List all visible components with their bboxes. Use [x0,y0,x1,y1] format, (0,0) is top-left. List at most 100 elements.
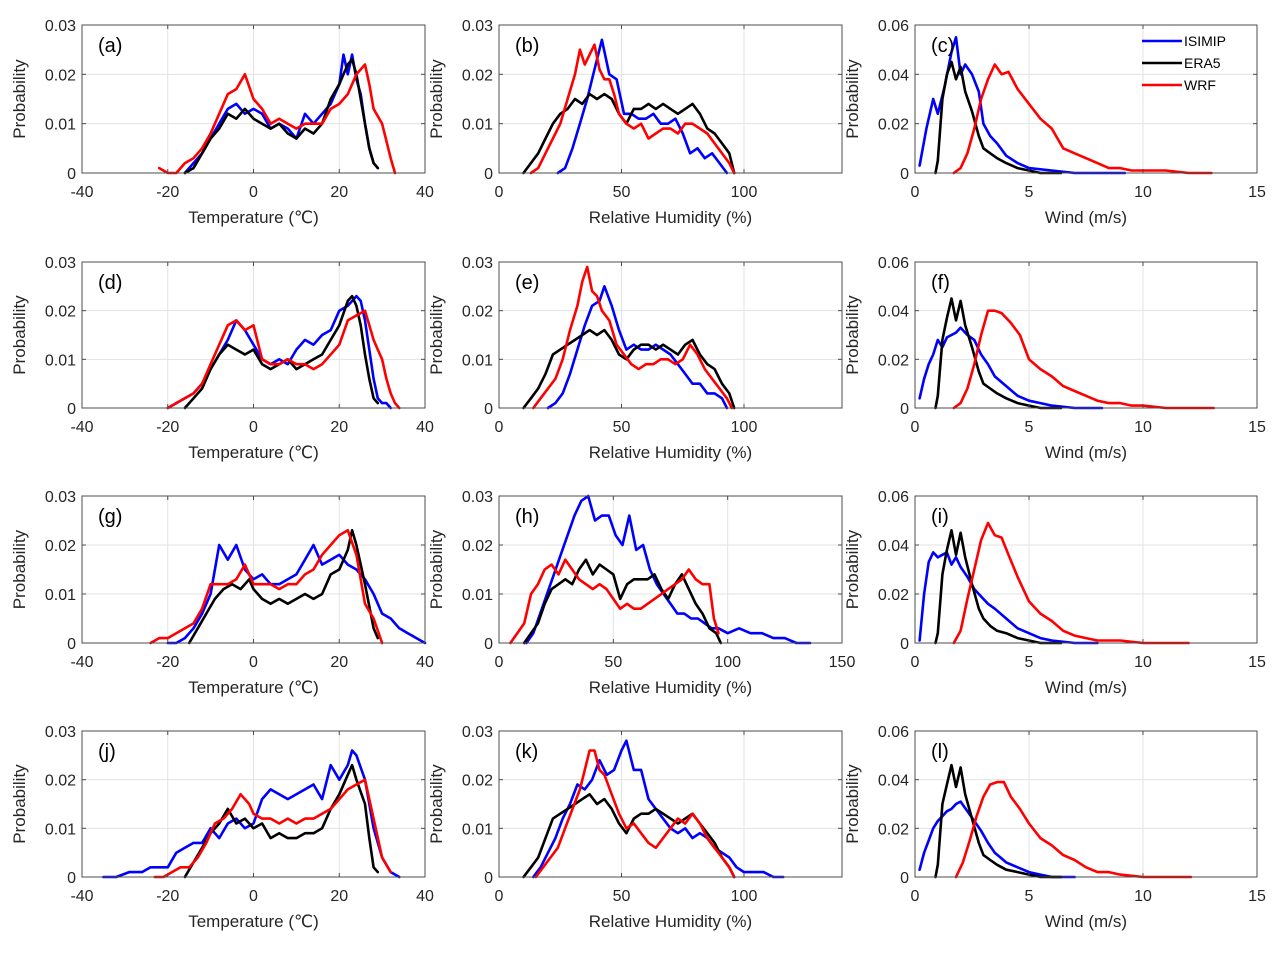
x-tick-label: 40 [416,419,434,436]
series-line-wrf [952,63,1213,175]
panel-d: -40 -20 0 20 40 0 0.01 0.02 0.03 Temperature (℃) P… [10,255,434,462]
y-tick-label: 0.01 [462,117,493,134]
plot-area [915,496,1257,643]
x-tick-label: 100 [714,654,741,671]
y-tick-label: 0.03 [462,18,493,35]
y-axis-label: Probability [843,764,862,844]
y-tick-label: 0.02 [462,538,493,555]
x-tick-label: 0 [911,888,920,905]
y-tick-label: 0.03 [45,489,76,506]
y-tick-label: 0.04 [878,773,909,790]
x-tick-label: 15 [1248,654,1266,671]
y-tick-label: 0.03 [45,255,76,272]
panel-i: 0 5 10 15 0 0.02 0.04 0.06 Wind (m/s) Probability… [843,489,1266,697]
y-tick-label: 0.04 [878,304,909,321]
x-tick-label: 10 [1134,184,1152,201]
x-axis-label: Wind (m/s) [1045,208,1127,227]
plot-area [915,25,1257,173]
x-tick-label: 100 [731,888,758,905]
y-tick-label: 0 [484,401,493,418]
series-line-isimip [166,543,427,645]
panel-label: (f) [931,272,950,294]
y-tick-label: 0.01 [462,587,493,604]
x-tick-label: 20 [330,654,348,671]
panel-b: 0 50 100 0 0.01 0.02 0.03 Relative Humidity (%)… [427,18,843,227]
x-tick-label: 0 [911,184,920,201]
y-tick-label: 0.02 [462,773,493,790]
y-axis-label: Probability [843,529,862,609]
y-tick-label: 0.06 [878,724,909,741]
x-axis-label: Relative Humidity (%) [589,912,752,931]
x-tick-label: 0 [495,888,504,905]
panel-label: (k) [515,741,538,763]
series-line-era5 [187,528,380,645]
series-line-wrf [529,43,736,175]
legend: ISIMIP ERA5 WRF [1142,33,1226,93]
axes-frame [498,730,843,878]
x-tick-label: 40 [416,184,434,201]
panel-label: (b) [515,35,539,57]
legend-label-era5: ERA5 [1184,55,1221,71]
plot-area [915,731,1257,877]
y-tick-label: 0 [900,636,909,653]
y-tick-label: 0.01 [45,117,76,134]
x-tick-label: 0 [249,419,258,436]
x-tick-label: 0 [911,654,920,671]
x-tick-label: -20 [156,888,179,905]
x-tick-label: 50 [613,888,631,905]
y-tick-label: 0.01 [45,352,76,369]
series-line-wrf [157,63,397,175]
panel-a: -40 -20 0 20 40 0 0.01 0.02 0.03 Temperature (℃) P… [10,18,434,227]
y-axis-label: Probability [843,295,862,375]
plot-area [499,262,842,408]
y-tick-label: 0.01 [45,587,76,604]
x-tick-label: 5 [1025,184,1034,201]
x-tick-label: 5 [1025,419,1034,436]
plot-area [499,496,842,643]
x-tick-label: 15 [1248,419,1266,436]
panel-label: (d) [98,272,122,294]
y-tick-label: 0.04 [878,67,909,84]
axes-frame [914,495,1258,644]
y-tick-label: 0.02 [878,352,909,369]
series-line-isimip [918,326,1104,410]
x-tick-label: 50 [613,419,631,436]
plot-area [499,25,842,173]
series-line-era5 [522,92,736,175]
x-tick-label: 40 [416,888,434,905]
y-tick-label: 0.02 [45,67,76,84]
y-tick-label: 0.02 [45,304,76,321]
x-tick-label: 15 [1248,184,1266,201]
series-line-wrf [509,558,720,645]
series-line-wrf [149,528,384,645]
y-tick-label: 0 [67,636,76,653]
y-axis-label: Probability [427,59,446,139]
series-line-isimip [531,739,785,879]
y-axis-label: Probability [427,529,446,609]
axes-frame [914,730,1258,878]
x-tick-label: 0 [249,654,258,671]
y-tick-label: 0.06 [878,18,909,35]
y-tick-label: 0.04 [878,538,909,555]
y-tick-label: 0.03 [45,724,76,741]
x-tick-label: -40 [70,419,93,436]
y-tick-label: 0 [67,870,76,887]
x-tick-label: 0 [249,184,258,201]
y-tick-label: 0 [67,166,76,183]
x-tick-label: 50 [613,184,631,201]
x-axis-label: Temperature (℃) [188,678,319,697]
series-line-isimip [918,35,1127,175]
y-axis-label: Probability [10,295,29,375]
x-tick-label: 100 [731,419,758,436]
y-tick-label: 0 [900,401,909,418]
x-tick-label: 5 [1025,654,1034,671]
panel-j: -40 -20 0 20 40 0 0.01 0.02 0.03 Temperature (℃) P… [10,724,434,931]
y-tick-label: 0.03 [462,489,493,506]
panel-e: 0 50 100 0 0.01 0.02 0.03 Relative Humidity (%)… [427,255,843,462]
x-tick-label: -20 [156,184,179,201]
x-axis-label: Temperature (℃) [188,443,319,462]
axes-frame [498,261,843,409]
x-tick-label: 0 [911,419,920,436]
x-tick-label: 0 [495,184,504,201]
